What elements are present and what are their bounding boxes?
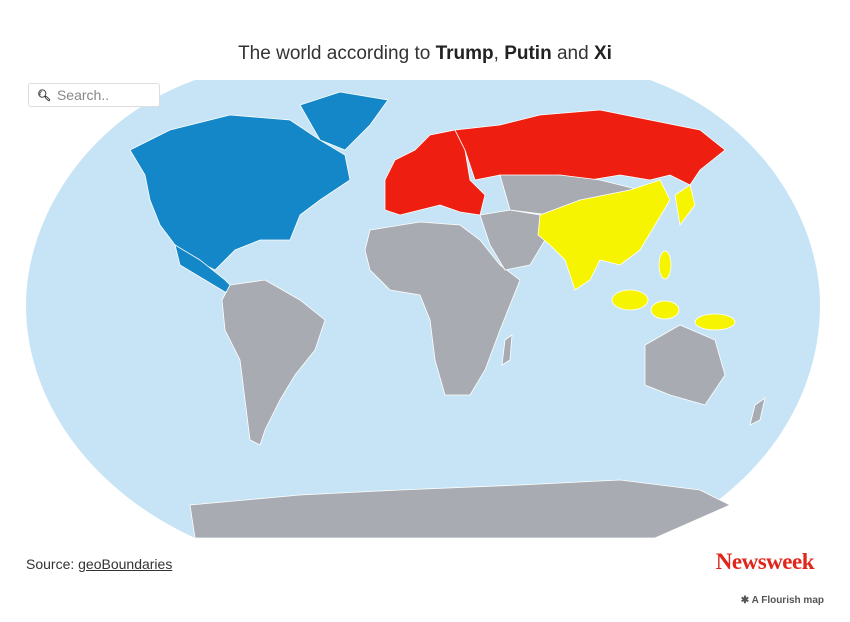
- region-philippines[interactable]: [658, 250, 672, 280]
- region-south-america[interactable]: [221, 279, 326, 446]
- region-indonesia-west[interactable]: [611, 289, 649, 311]
- search-icon: 🔍︎: [37, 89, 51, 102]
- title-trump: Trump: [435, 43, 494, 64]
- region-madagascar[interactable]: [501, 334, 513, 366]
- flourish-asterisk-icon: ✱: [740, 595, 752, 606]
- region-new-zealand[interactable]: [749, 397, 766, 426]
- title-putin: Putin: [504, 43, 552, 64]
- search-input[interactable]: [56, 87, 157, 103]
- region-greenland[interactable]: [299, 91, 389, 151]
- source-note: Source: geoBoundaries: [26, 556, 173, 572]
- flourish-credit[interactable]: ✱ A Flourish map: [740, 595, 824, 606]
- region-africa[interactable]: [364, 221, 521, 396]
- region-australia[interactable]: [644, 324, 726, 406]
- region-indonesia-central[interactable]: [650, 300, 680, 320]
- region-europe[interactable]: [384, 129, 486, 216]
- source-link[interactable]: geoBoundaries: [78, 556, 173, 572]
- region-china-asia[interactable]: [537, 179, 671, 291]
- region-north-america[interactable]: [129, 114, 351, 271]
- map-title: The world according to Trump, Putin and …: [238, 43, 612, 64]
- region-japan[interactable]: [674, 184, 696, 226]
- title-xi: Xi: [593, 43, 612, 64]
- search-box[interactable]: 🔍︎: [28, 83, 160, 107]
- region-antarctica[interactable]: [189, 479, 731, 539]
- newsweek-logo: Newsweek: [715, 549, 815, 574]
- region-papua[interactable]: [694, 313, 736, 331]
